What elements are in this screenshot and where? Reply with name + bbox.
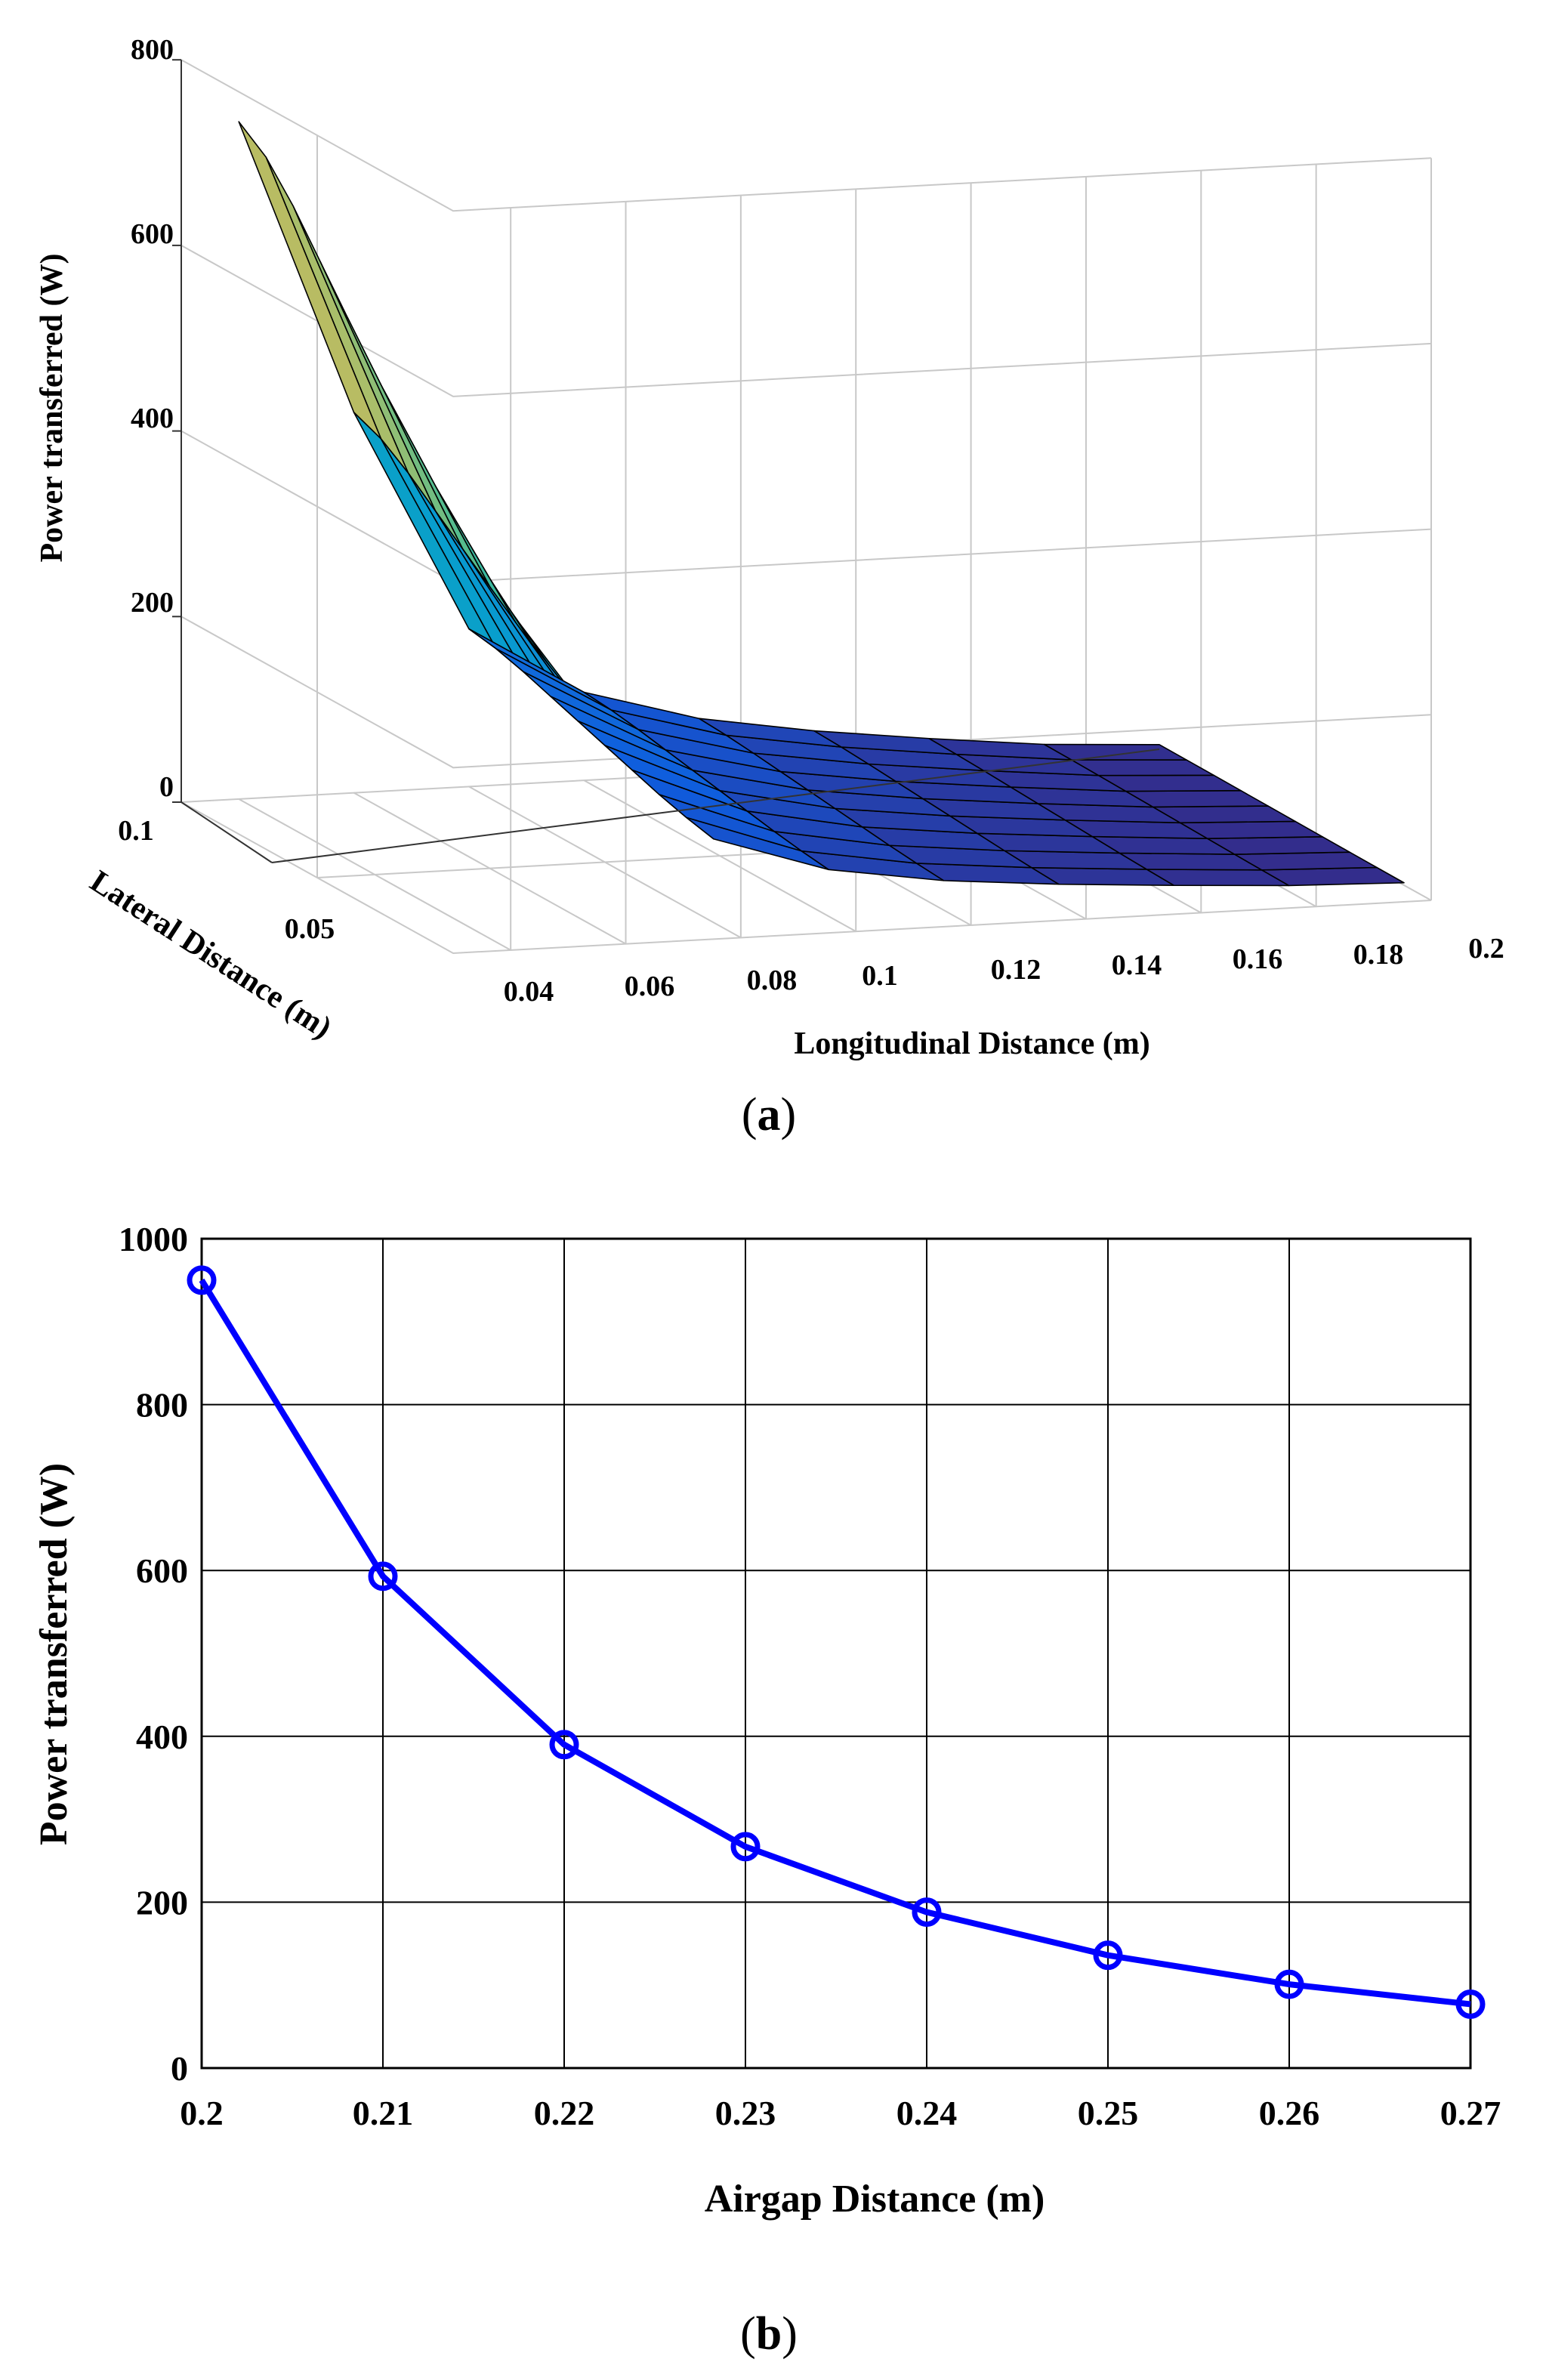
b-x-axis-label: Airgap Distance (m): [705, 2178, 1045, 2221]
a-surface-patch: [1233, 851, 1378, 871]
b-data-point: [368, 1561, 398, 1591]
a-surface-patch: [1261, 866, 1405, 887]
b-y-axis-label: Power transferred (W): [32, 1463, 76, 1845]
a-surface-patch: [353, 412, 497, 650]
a-y-tick-labels: 0.1 0.05: [118, 815, 335, 945]
a-y-tick-label: 0.05: [285, 913, 335, 945]
a-surface-patch: [265, 156, 409, 474]
a-surface-patch: [347, 316, 491, 588]
a-surface-patch: [468, 628, 613, 711]
a-z-tick-label: 400: [131, 403, 174, 434]
a-y-axis-label: Lateral Distance (m): [84, 864, 338, 1046]
a-x-tick-labels: 0.04 0.06 0.08 0.1 0.12 0.14 0.16 0.18 0…: [504, 933, 1504, 1008]
a-z-axis-label: Power transferred (W): [35, 254, 69, 563]
a-x-tick-label: 0.1: [862, 960, 898, 992]
a-surface-patch: [292, 205, 437, 512]
a-grid-line-z: [181, 59, 1432, 212]
b-y-tick-label: 400: [136, 1718, 188, 1756]
a-surface-patch: [1043, 743, 1187, 761]
b-data-point: [730, 1832, 761, 1862]
b-plot-area: [202, 1239, 1470, 2068]
a-z-tick-labels: 0 200 400 600 800: [131, 34, 174, 803]
b-x-tick-label: 0.24: [896, 2094, 958, 2132]
b-data-point: [1274, 1969, 1304, 1999]
a-surface-patch: [495, 648, 640, 730]
a-grid-line-z: [181, 430, 1432, 583]
a-surface-mesh: [238, 121, 1405, 887]
b-series: [187, 1265, 1486, 2019]
a-x-tick-label: 0.14: [1112, 949, 1162, 981]
b-y-tick-label: 0: [171, 2049, 188, 2088]
a-x-tick-label: 0.06: [625, 971, 675, 1002]
panel-a-caption: (a): [742, 1089, 796, 1141]
b-data-point: [912, 1897, 942, 1928]
b-x-tick-labels: 0.2 0.21 0.22 0.23 0.24 0.25 0.26 0.27: [180, 2094, 1501, 2132]
a-surface-patch: [238, 121, 382, 440]
a-y-axis-line: [181, 801, 273, 863]
a-z-tick-label: 800: [131, 34, 174, 66]
b-x-tick-label: 0.26: [1259, 2094, 1320, 2132]
b-plot-frame: [200, 1237, 1472, 2070]
b-x-tick-label: 0.25: [1078, 2094, 1139, 2132]
b-data-point: [549, 1730, 579, 1760]
a-axes-lines: [172, 59, 1160, 863]
b-x-tick-label: 0.2: [180, 2094, 224, 2132]
a-surface-patch: [319, 261, 464, 550]
a-x-tick-label: 0.12: [991, 954, 1041, 986]
b-x-tick-label: 0.23: [715, 2094, 776, 2132]
b-y-tick-label: 200: [136, 1883, 188, 1922]
b-data-point: [1455, 1989, 1486, 2019]
b-y-tick-label: 600: [136, 1551, 188, 1590]
a-x-tick-label: 0.16: [1233, 943, 1283, 975]
panel-b-caption: (b): [740, 2308, 798, 2360]
a-x-tick-label: 0.04: [504, 976, 554, 1008]
a-z-tick-label: 0: [159, 771, 174, 803]
a-x-tick-label: 0.2: [1468, 933, 1504, 965]
panel-a-letter: a: [758, 1089, 781, 1141]
a-grid-line-z: [181, 245, 1432, 397]
surface-chart-a: 0 200 400 600 800 0.04 0.06 0.08 0.1 0.1…: [35, 34, 1504, 1141]
a-z-tick-label: 600: [131, 218, 174, 250]
b-data-point: [1093, 1940, 1123, 1971]
a-grid-line-z: [181, 616, 1432, 769]
b-y-tick-labels: 0 200 400 600 800 1000: [119, 1220, 188, 2088]
b-x-tick-label: 0.22: [534, 2094, 595, 2132]
a-y-tick-label: 0.1: [118, 815, 154, 847]
b-data-point: [187, 1265, 217, 1295]
a-x-tick-label: 0.18: [1353, 939, 1404, 971]
b-y-tick-label: 1000: [119, 1220, 188, 1258]
a-grid-line-z: [181, 801, 1432, 955]
a-x-tick-label: 0.08: [747, 965, 798, 996]
a-x-axis-label: Longitudinal Distance (m): [794, 1026, 1149, 1061]
panel-b-letter: b: [756, 2308, 782, 2360]
a-x-axis-line: [271, 749, 1160, 863]
b-series-line: [199, 1278, 1471, 2008]
a-surface-patch: [380, 438, 524, 673]
b-x-tick-label: 0.27: [1440, 2094, 1501, 2132]
b-x-tick-label: 0.21: [353, 2094, 414, 2132]
a-z-tick-label: 200: [131, 587, 174, 619]
b-y-tick-label: 800: [136, 1386, 188, 1425]
